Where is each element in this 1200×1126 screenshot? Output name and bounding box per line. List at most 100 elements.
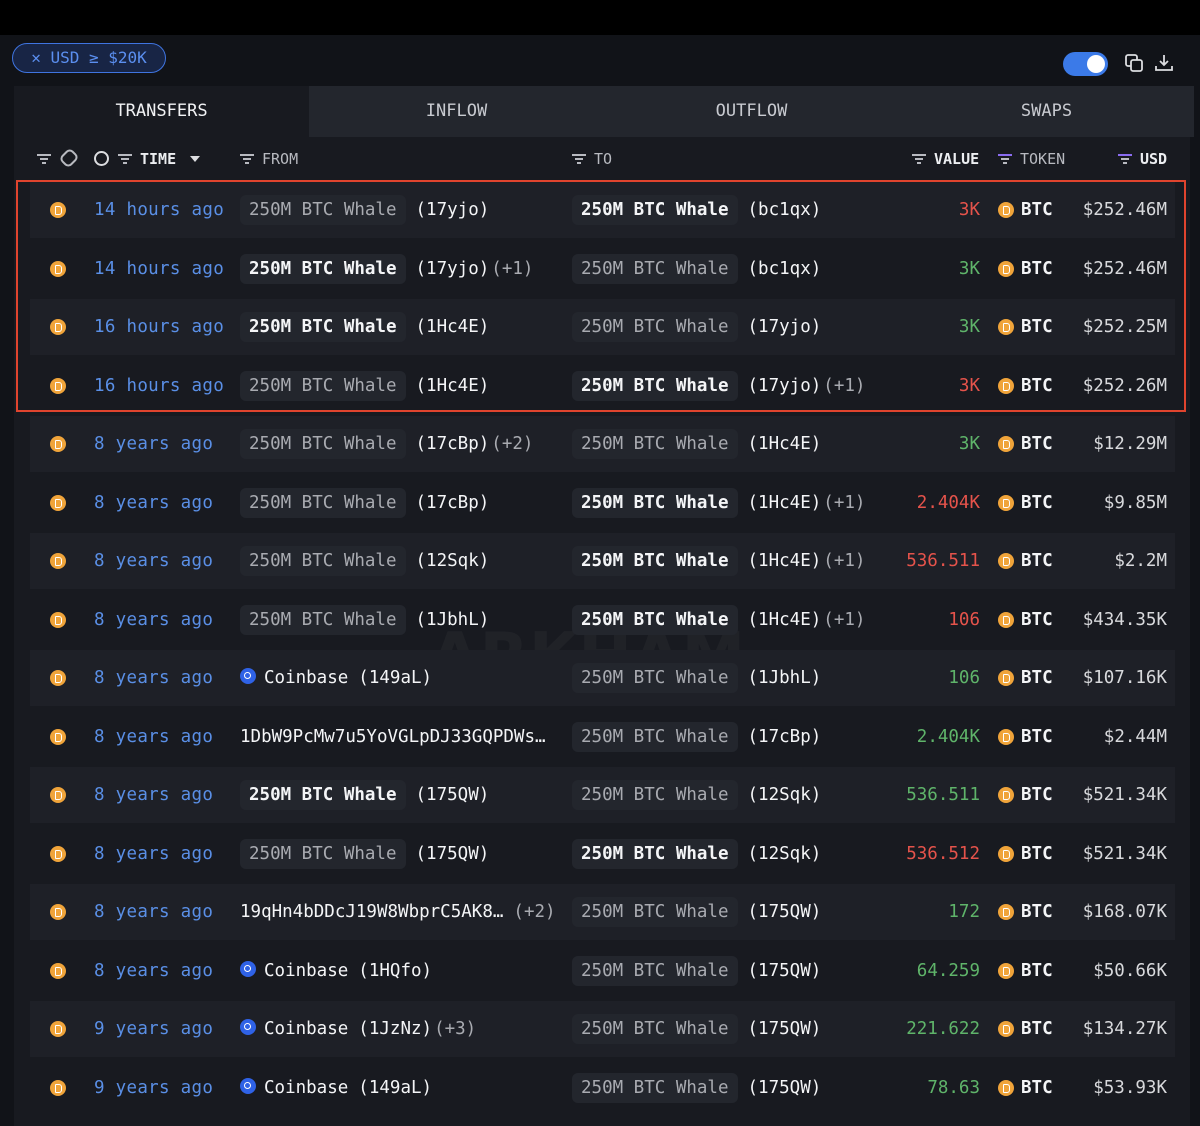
- party[interactable]: 250M BTC Whale (1Hc4E) (+1): [572, 592, 865, 648]
- tab[interactable]: SWAPS: [899, 86, 1194, 137]
- entity-name[interactable]: 250M BTC Whale: [572, 780, 738, 810]
- party[interactable]: 250M BTC Whale (bc1qx): [572, 182, 821, 238]
- column-header[interactable]: VALUE: [934, 150, 980, 168]
- time[interactable]: 16 hours ago: [94, 317, 225, 337]
- token[interactable]: BTC: [1021, 375, 1053, 396]
- entity-name[interactable]: 250M BTC Whale: [240, 487, 406, 518]
- entity-name[interactable]: 250M BTC Whale: [572, 195, 738, 225]
- address[interactable]: (1Hc4E): [747, 551, 822, 571]
- time[interactable]: 16 hours ago: [94, 375, 225, 396]
- transfer-row[interactable]: 8 years ago Coinbase (149aL) 250M BTC Whale…: [30, 650, 1175, 706]
- party[interactable]: 250M BTC Whale (1Hc4E) (+1): [572, 475, 865, 531]
- address[interactable]: (12Sqk): [415, 551, 490, 571]
- time[interactable]: 8 years ago: [94, 785, 214, 805]
- address[interactable]: (149aL): [358, 668, 433, 688]
- address[interactable]: (bc1qx): [747, 200, 822, 220]
- transfer-row[interactable]: 9 years ago Coinbase (1JzNz) (+3) 250M BTC W…: [30, 1001, 1175, 1057]
- token[interactable]: BTC: [1021, 434, 1053, 454]
- time[interactable]: 8 years ago: [94, 492, 214, 513]
- party[interactable]: 250M BTC Whale (1Hc4E): [572, 416, 821, 472]
- entity-name[interactable]: 250M BTC Whale: [240, 838, 406, 869]
- entity-name[interactable]: Coinbase: [264, 960, 349, 981]
- address[interactable]: (175QW): [747, 1019, 822, 1039]
- party[interactable]: 250M BTC Whale (175QW): [572, 1001, 821, 1057]
- party[interactable]: Coinbase (1JzNz) (+3): [240, 1001, 476, 1057]
- time[interactable]: 8 years ago: [94, 960, 214, 981]
- transfer-row[interactable]: 8 years ago 250M BTC Whale (17cBp) (+2) 250M…: [30, 416, 1175, 472]
- token[interactable]: BTC: [1021, 1077, 1053, 1098]
- entity-name[interactable]: 250M BTC Whale: [240, 253, 406, 284]
- address[interactable]: (1JbhL): [747, 668, 822, 688]
- column-header[interactable]: USD: [1140, 150, 1168, 168]
- address[interactable]: (175QW): [415, 785, 490, 805]
- party[interactable]: Coinbase (1HQfo): [240, 943, 432, 999]
- entity-name[interactable]: 250M BTC Whale: [572, 429, 738, 459]
- time[interactable]: 8 years ago: [94, 434, 214, 454]
- party[interactable]: 250M BTC Whale (17cBp) (+2): [240, 416, 533, 472]
- transfer-row[interactable]: 14 hours ago 250M BTC Whale (17yjo) (+1) 250…: [30, 241, 1175, 297]
- party[interactable]: 250M BTC Whale (175QW): [240, 767, 489, 823]
- address[interactable]: (1Hc4E): [415, 375, 490, 396]
- time[interactable]: 8 years ago: [94, 843, 214, 864]
- token[interactable]: BTC: [1021, 609, 1053, 630]
- token[interactable]: BTC: [1021, 317, 1053, 337]
- entity-name[interactable]: 250M BTC Whale: [572, 838, 738, 869]
- entity-name[interactable]: 250M BTC Whale: [240, 312, 406, 342]
- party[interactable]: 250M BTC Whale (17cBp): [240, 475, 489, 531]
- entity-name[interactable]: 250M BTC Whale: [572, 955, 738, 986]
- address[interactable]: 19qHn4bDDcJ19W8WbprC5AK8…: [240, 902, 504, 922]
- address[interactable]: (1Hc4E): [747, 492, 822, 513]
- transfer-row[interactable]: 8 years ago 250M BTC Whale (175QW) 250M BTC…: [30, 826, 1175, 882]
- entity-name[interactable]: Coinbase: [264, 1019, 349, 1039]
- address[interactable]: (175QW): [747, 1077, 822, 1098]
- address[interactable]: (149aL): [358, 1077, 433, 1098]
- entity-name[interactable]: 250M BTC Whale: [240, 429, 406, 459]
- party[interactable]: Coinbase (149aL): [240, 650, 432, 706]
- party[interactable]: 250M BTC Whale (17yjo) (+1): [572, 358, 865, 414]
- transfer-row[interactable]: 16 hours ago 250M BTC Whale (1Hc4E) 250M BT…: [30, 358, 1175, 414]
- address[interactable]: (12Sqk): [747, 843, 822, 864]
- entity-name[interactable]: 250M BTC Whale: [572, 546, 738, 576]
- party[interactable]: 250M BTC Whale (175QW): [240, 826, 489, 882]
- token[interactable]: BTC: [1021, 843, 1053, 864]
- entity-name[interactable]: 250M BTC Whale: [572, 370, 738, 401]
- party[interactable]: Coinbase (149aL): [240, 1060, 432, 1116]
- entity-name[interactable]: 250M BTC Whale: [572, 1072, 738, 1103]
- column-header[interactable]: TO: [594, 150, 613, 168]
- address[interactable]: (175QW): [747, 960, 822, 981]
- filter-icon[interactable]: [1118, 154, 1132, 166]
- address[interactable]: (1Hc4E): [747, 609, 822, 630]
- address[interactable]: (17yjo): [747, 317, 822, 337]
- token[interactable]: BTC: [1021, 726, 1053, 747]
- token[interactable]: BTC: [1021, 960, 1053, 981]
- token[interactable]: BTC: [1021, 200, 1053, 220]
- entity-name[interactable]: 250M BTC Whale: [240, 370, 406, 401]
- party[interactable]: 250M BTC Whale (1JbhL): [572, 650, 821, 706]
- filter-icon[interactable]: [240, 154, 254, 166]
- entity-name[interactable]: 250M BTC Whale: [572, 721, 738, 752]
- entity-name[interactable]: 250M BTC Whale: [240, 780, 406, 810]
- transfer-row[interactable]: 8 years ago 250M BTC Whale (12Sqk) 250M BTC…: [30, 533, 1175, 589]
- party[interactable]: 250M BTC Whale (1Hc4E): [240, 299, 489, 355]
- entity-name[interactable]: 250M BTC Whale: [572, 663, 738, 693]
- address[interactable]: (175QW): [747, 902, 822, 922]
- entity-name[interactable]: 250M BTC Whale: [572, 1014, 738, 1044]
- entity-name[interactable]: Coinbase: [264, 668, 349, 688]
- transfer-row[interactable]: 9 years ago Coinbase (149aL) 250M BTC Whale…: [30, 1060, 1175, 1116]
- token[interactable]: BTC: [1021, 668, 1053, 688]
- download-button[interactable]: [1155, 54, 1173, 72]
- address[interactable]: (12Sqk): [747, 785, 822, 805]
- column-header[interactable]: TOKEN: [1020, 150, 1066, 168]
- address[interactable]: (1Hc4E): [415, 317, 490, 337]
- time[interactable]: 8 years ago: [94, 726, 214, 747]
- address[interactable]: (1JzNz): [358, 1019, 433, 1039]
- copy-button[interactable]: [1125, 54, 1143, 72]
- filter-icon[interactable]: [37, 154, 51, 166]
- party[interactable]: 250M BTC Whale (1Hc4E) (+1): [572, 533, 865, 589]
- entity-name[interactable]: 250M BTC Whale: [572, 604, 738, 635]
- party[interactable]: 250M BTC Whale (1JbhL): [240, 592, 489, 648]
- address[interactable]: (17yjo): [415, 200, 490, 220]
- address[interactable]: (1HQfo): [358, 960, 433, 981]
- address[interactable]: (bc1qx): [747, 258, 822, 279]
- column-header[interactable]: TIME: [140, 150, 177, 168]
